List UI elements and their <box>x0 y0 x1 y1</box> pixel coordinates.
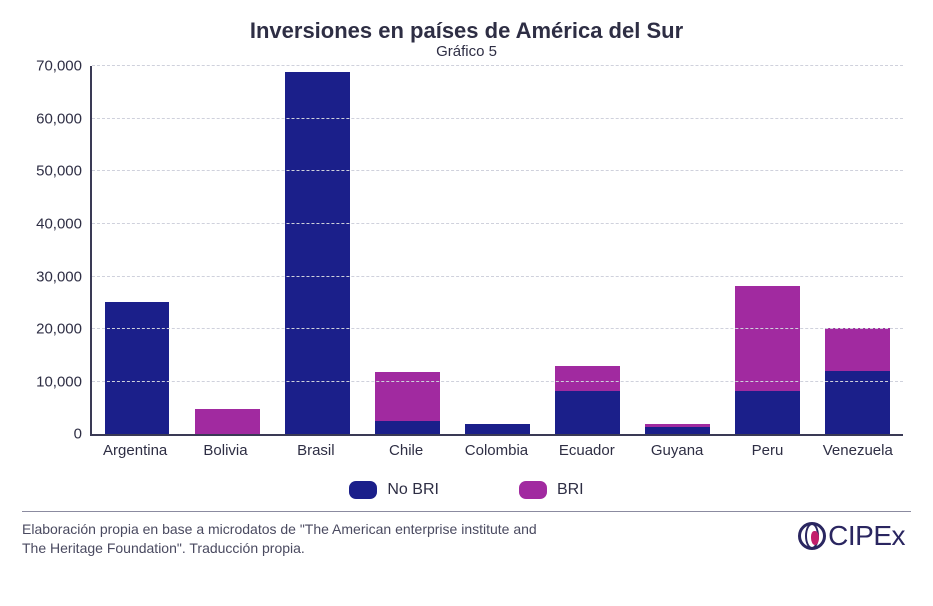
bar <box>195 409 260 434</box>
y-tick-label: 30,000 <box>36 268 92 285</box>
bar <box>375 372 440 434</box>
logo-text: CIPEx <box>828 520 905 552</box>
x-tick-label: Ecuador <box>542 436 632 459</box>
y-tick-label: 10,000 <box>36 373 92 390</box>
cipex-logo: CIPEx <box>798 520 911 552</box>
x-tick-label: Brasil <box>271 436 361 459</box>
x-tick-label: Peru <box>722 436 812 459</box>
grid-line <box>92 328 903 329</box>
grid-line <box>92 223 903 224</box>
x-tick-label: Colombia <box>451 436 541 459</box>
y-tick-label: 50,000 <box>36 163 92 180</box>
bar <box>645 424 710 434</box>
legend-swatch <box>519 481 547 499</box>
chart-title: Inversiones en países de América del Sur <box>22 18 911 43</box>
legend-label: BRI <box>557 481 584 499</box>
footer-divider <box>22 511 911 512</box>
source-line-2: The Heritage Foundation". Traducción pro… <box>22 540 305 556</box>
bar-segment-no_bri <box>105 302 170 434</box>
bar-segment-no_bri <box>645 427 710 434</box>
legend-swatch <box>349 481 377 499</box>
grid-line <box>92 118 903 119</box>
bar-segment-bri <box>825 328 890 371</box>
x-tick-label: Chile <box>361 436 451 459</box>
bar-slot <box>272 66 362 434</box>
bar-slot <box>452 66 542 434</box>
bar <box>105 302 170 434</box>
bar-slot <box>92 66 182 434</box>
legend-label: No BRI <box>387 481 439 499</box>
bar-segment-no_bri <box>735 391 800 434</box>
bar-segment-bri <box>195 409 260 434</box>
bar-segment-bri <box>555 366 620 391</box>
x-axis-labels: ArgentinaBoliviaBrasilChileColombiaEcuad… <box>90 436 903 459</box>
grid-line <box>92 381 903 382</box>
x-tick-label: Argentina <box>90 436 180 459</box>
y-tick-label: 60,000 <box>36 110 92 127</box>
bar-slot <box>813 66 903 434</box>
bars-container <box>92 66 903 434</box>
y-tick-label: 0 <box>74 426 92 443</box>
source-line-1: Elaboración propia en base a microdatos … <box>22 521 537 537</box>
grid-line <box>92 65 903 66</box>
bar-slot <box>362 66 452 434</box>
bar <box>465 424 530 434</box>
footer: Elaboración propia en base a microdatos … <box>22 520 911 558</box>
legend-item-bri: BRI <box>519 481 584 499</box>
y-tick-label: 20,000 <box>36 321 92 338</box>
globe-icon <box>798 522 826 550</box>
bar-segment-no_bri <box>465 424 530 434</box>
bar-segment-bri <box>735 286 800 391</box>
x-tick-label: Bolivia <box>180 436 270 459</box>
source-text: Elaboración propia en base a microdatos … <box>22 520 537 558</box>
bar <box>555 366 620 435</box>
y-tick-label: 70,000 <box>36 58 92 75</box>
bar-segment-no_bri <box>555 391 620 434</box>
bar <box>735 286 800 434</box>
legend: No BRI BRI <box>22 481 911 499</box>
grid-line <box>92 170 903 171</box>
bar-slot <box>543 66 633 434</box>
bar-slot <box>723 66 813 434</box>
y-tick-label: 40,000 <box>36 216 92 233</box>
chart-subtitle: Gráfico 5 <box>22 43 911 60</box>
bar-slot <box>182 66 272 434</box>
legend-item-no_bri: No BRI <box>349 481 439 499</box>
x-tick-label: Venezuela <box>813 436 903 459</box>
chart-frame: Inversiones en países de América del Sur… <box>0 0 933 606</box>
x-tick-label: Guyana <box>632 436 722 459</box>
chart-area: 010,00020,00030,00040,00050,00060,00070,… <box>90 66 903 459</box>
plot-area: 010,00020,00030,00040,00050,00060,00070,… <box>90 66 903 436</box>
grid-line <box>92 276 903 277</box>
bar-slot <box>633 66 723 434</box>
bar-segment-no_bri <box>375 421 440 434</box>
